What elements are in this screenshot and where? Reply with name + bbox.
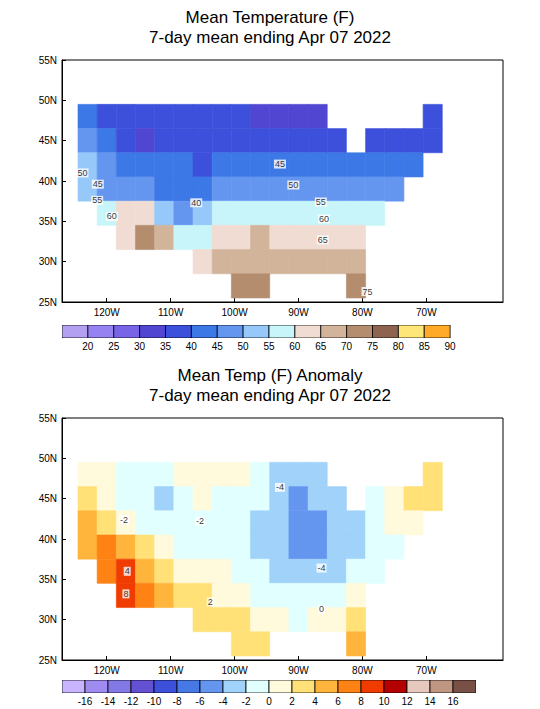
svg-text:-4: -4 (219, 696, 228, 707)
svg-text:25N: 25N (39, 297, 57, 308)
svg-text:30: 30 (134, 341, 146, 352)
svg-text:4: 4 (125, 566, 130, 576)
svg-text:-14: -14 (101, 696, 116, 707)
svg-text:35: 35 (160, 341, 172, 352)
svg-text:20: 20 (82, 341, 94, 352)
svg-text:50: 50 (238, 341, 250, 352)
svg-text:40N: 40N (39, 534, 57, 545)
svg-text:-8: -8 (173, 696, 182, 707)
svg-text:6: 6 (335, 696, 341, 707)
svg-text:7-day mean ending Apr 07 2022: 7-day mean ending Apr 07 2022 (149, 386, 391, 405)
svg-text:85: 85 (419, 341, 431, 352)
svg-text:12: 12 (401, 696, 413, 707)
svg-text:100W: 100W (222, 307, 249, 318)
svg-text:0: 0 (266, 696, 272, 707)
svg-text:55N: 55N (39, 55, 57, 66)
svg-text:2: 2 (289, 696, 295, 707)
svg-text:80W: 80W (352, 665, 373, 676)
svg-text:90W: 90W (288, 665, 309, 676)
svg-text:2: 2 (208, 597, 213, 607)
svg-text:70W: 70W (416, 665, 437, 676)
svg-text:45N: 45N (39, 135, 57, 146)
svg-text:-2: -2 (120, 515, 128, 525)
svg-text:75: 75 (367, 341, 379, 352)
svg-text:45: 45 (275, 159, 285, 169)
svg-text:10: 10 (378, 696, 390, 707)
svg-text:-12: -12 (124, 696, 139, 707)
svg-text:70: 70 (341, 341, 353, 352)
svg-text:75: 75 (362, 287, 372, 297)
svg-text:50N: 50N (39, 453, 57, 464)
svg-text:50N: 50N (39, 95, 57, 106)
svg-text:60: 60 (107, 211, 117, 221)
svg-text:80W: 80W (352, 307, 373, 318)
svg-text:120W: 120W (94, 307, 121, 318)
svg-text:40: 40 (191, 198, 201, 208)
svg-text:110W: 110W (158, 307, 184, 318)
svg-text:25N: 25N (39, 655, 57, 666)
svg-text:55: 55 (263, 341, 275, 352)
svg-text:-10: -10 (147, 696, 162, 707)
svg-text:90W: 90W (288, 307, 309, 318)
svg-text:55: 55 (92, 195, 102, 205)
svg-text:45: 45 (93, 179, 103, 189)
svg-text:35N: 35N (39, 216, 57, 227)
svg-text:-4: -4 (317, 563, 325, 573)
svg-text:45: 45 (212, 341, 224, 352)
svg-text:70W: 70W (416, 307, 437, 318)
svg-text:80: 80 (393, 341, 405, 352)
svg-text:60: 60 (319, 214, 329, 224)
svg-text:14: 14 (424, 696, 436, 707)
svg-text:35N: 35N (39, 574, 57, 585)
svg-text:65: 65 (315, 341, 327, 352)
svg-text:0: 0 (319, 604, 324, 614)
svg-text:-16: -16 (78, 696, 93, 707)
svg-text:-6: -6 (196, 696, 205, 707)
svg-text:4: 4 (312, 696, 318, 707)
svg-text:25: 25 (108, 341, 120, 352)
svg-text:7-day mean ending Apr 07 2022: 7-day mean ending Apr 07 2022 (149, 28, 391, 47)
svg-text:55N: 55N (39, 413, 57, 424)
svg-text:40N: 40N (39, 176, 57, 187)
svg-text:30N: 30N (39, 614, 57, 625)
svg-text:Mean Temperature (F): Mean Temperature (F) (186, 8, 355, 27)
svg-text:120W: 120W (94, 665, 121, 676)
svg-text:55: 55 (316, 197, 326, 207)
svg-text:-2: -2 (196, 516, 204, 526)
svg-text:30N: 30N (39, 256, 57, 267)
svg-text:45N: 45N (39, 493, 57, 504)
svg-text:100W: 100W (222, 665, 249, 676)
svg-text:40: 40 (186, 341, 198, 352)
svg-text:50: 50 (288, 180, 298, 190)
svg-text:8: 8 (123, 589, 128, 599)
svg-text:50: 50 (77, 168, 87, 178)
svg-text:16: 16 (447, 696, 459, 707)
svg-text:110W: 110W (158, 665, 184, 676)
svg-text:65: 65 (318, 235, 328, 245)
svg-text:90: 90 (445, 341, 457, 352)
svg-text:-2: -2 (242, 696, 251, 707)
svg-text:60: 60 (289, 341, 301, 352)
svg-text:8: 8 (358, 696, 364, 707)
svg-text:Mean Temp (F) Anomaly: Mean Temp (F) Anomaly (178, 366, 363, 385)
svg-text:-4: -4 (276, 482, 284, 492)
